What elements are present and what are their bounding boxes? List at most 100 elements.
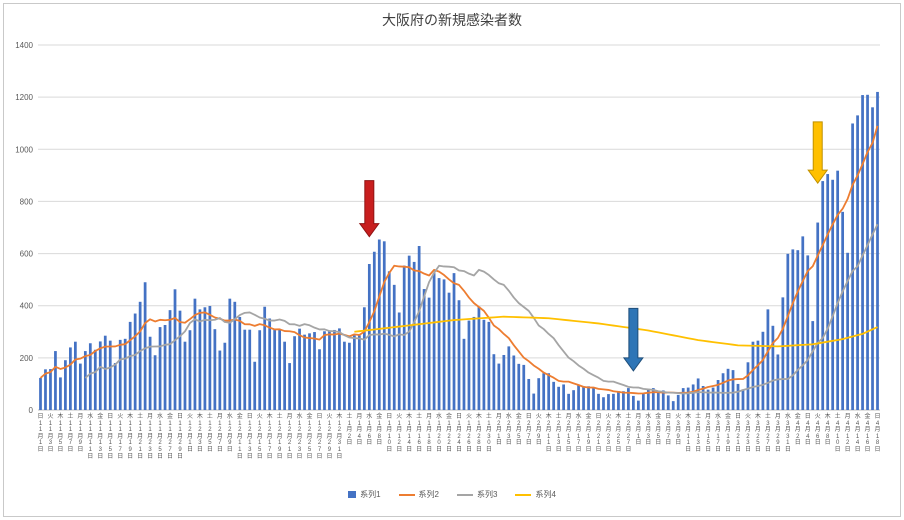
bar [856, 115, 859, 411]
bar [333, 329, 336, 410]
bar [133, 313, 137, 410]
line-series-2 [39, 125, 879, 395]
bar [666, 395, 670, 410]
bar [293, 336, 296, 410]
bar [213, 329, 217, 410]
bar [183, 341, 187, 410]
bar [447, 292, 451, 410]
bar [64, 360, 67, 410]
bar [552, 381, 556, 410]
bar [557, 386, 561, 410]
bar [721, 373, 725, 410]
bar [88, 343, 92, 410]
bar [348, 342, 351, 410]
bar [128, 321, 132, 410]
bar [597, 393, 600, 410]
bar [527, 378, 531, 410]
bar [562, 384, 565, 410]
bar [203, 307, 207, 410]
bar [691, 384, 695, 410]
bar [627, 388, 630, 410]
bar [83, 351, 87, 410]
legend-item-2[interactable]: 系列2 [398, 489, 439, 500]
legend-label-3: 系列3 [477, 490, 498, 499]
bar [273, 329, 277, 410]
bar [492, 354, 496, 410]
bar [806, 255, 810, 410]
bar [377, 239, 381, 410]
bar [477, 306, 481, 410]
bar [602, 397, 605, 410]
bar [761, 331, 765, 410]
bar [532, 393, 536, 410]
bar [437, 278, 441, 410]
bar [582, 386, 585, 410]
bar [268, 318, 272, 410]
line-series-4 [354, 315, 878, 348]
bar [661, 390, 665, 410]
legend-item-4[interactable]: 系列4 [515, 489, 556, 500]
bar [512, 355, 516, 410]
bar [283, 341, 286, 410]
bar [701, 386, 705, 410]
bar [671, 401, 675, 410]
bar [587, 386, 590, 410]
bar [696, 378, 700, 410]
bar [786, 253, 790, 410]
bar [198, 309, 202, 410]
bar [208, 305, 212, 410]
bar [467, 320, 471, 410]
legend-marker-1 [348, 491, 357, 498]
bar [612, 393, 615, 410]
bar [542, 373, 546, 410]
bar [44, 369, 47, 410]
blue-arrow[interactable] [622, 307, 644, 372]
bar [158, 327, 162, 410]
line-series-3 [84, 223, 879, 395]
bar [113, 363, 117, 410]
bar [522, 364, 526, 410]
bar [572, 390, 575, 410]
bar [816, 222, 820, 410]
legend-marker-2 [398, 493, 415, 496]
bar [258, 330, 262, 410]
bar [442, 279, 446, 410]
red-arrow[interactable] [358, 180, 380, 238]
bar [173, 289, 177, 410]
bar [397, 312, 401, 410]
y-axis-tick-label: 1200 [15, 93, 33, 102]
yellow-arrow[interactable] [807, 121, 829, 185]
bar [313, 332, 316, 410]
bar [39, 377, 42, 410]
bar [567, 393, 570, 410]
bar [811, 321, 815, 410]
bar [402, 265, 406, 410]
bar [507, 346, 511, 410]
legend-item-3[interactable]: 系列3 [457, 489, 497, 500]
bar [367, 264, 371, 410]
bar [188, 330, 192, 410]
bar [861, 95, 864, 411]
bar [328, 331, 331, 410]
bar [746, 362, 750, 410]
bar [69, 347, 72, 410]
bar [592, 387, 595, 410]
bar [726, 368, 730, 410]
bar [681, 388, 685, 410]
bar [841, 211, 845, 410]
bar-series-1 [39, 91, 879, 411]
bar [826, 174, 830, 410]
legend-item-1[interactable]: 系列1 [348, 489, 381, 500]
bar [153, 355, 157, 410]
y-axis-tick-label: 400 [20, 302, 34, 311]
bar [93, 349, 97, 410]
bar [537, 378, 541, 410]
bar [796, 250, 800, 410]
bar [417, 246, 421, 410]
bar [168, 310, 172, 410]
bar [362, 307, 366, 410]
bar [487, 321, 491, 410]
bar [846, 252, 849, 410]
